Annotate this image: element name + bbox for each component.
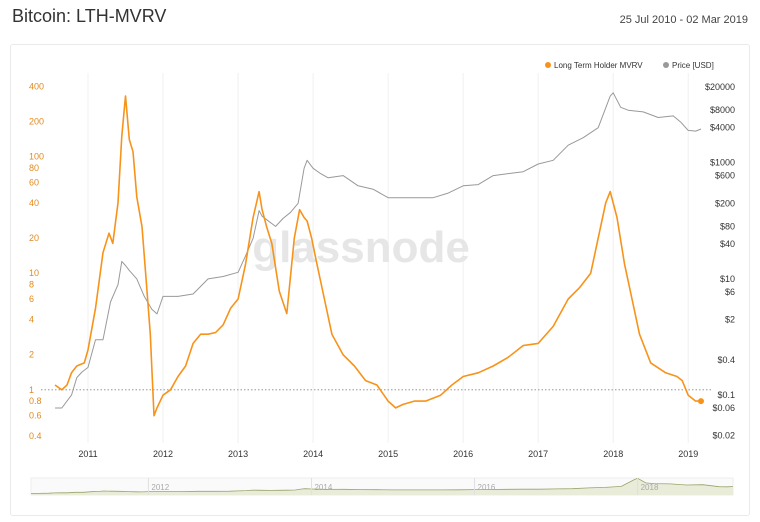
x-axis-tick-label: 2018 — [603, 449, 623, 459]
page-title: Bitcoin: LTH-MVRV — [12, 6, 167, 26]
right-axis-tick-label: $600 — [715, 171, 735, 181]
legend-dot-icon — [545, 62, 551, 68]
legend-label: Long Term Holder MVRV — [554, 61, 643, 70]
left-axis-tick-label: 200 — [29, 116, 44, 126]
navigator-year-label: 2018 — [641, 483, 659, 492]
right-axis-tick-label: $1000 — [710, 158, 735, 168]
price-series-group — [55, 92, 702, 409]
navigator-year-label: 2016 — [478, 483, 496, 492]
grid — [87, 73, 689, 443]
x-axis-tick-label: 2019 — [678, 449, 698, 459]
left-axis-tick-label: 100 — [29, 152, 44, 162]
left-axis-tick-label: 6 — [29, 294, 34, 304]
x-axis: 2011 2012 2013 2014 2015 2016 2017 2018 2019 — [78, 449, 698, 459]
right-axis-tick-label: $0.4 — [717, 355, 735, 365]
left-axis-tick-label: 400 — [29, 81, 44, 91]
left-axis-tick-label: 0.8 — [29, 396, 42, 406]
right-axis-tick-label: $0.06 — [712, 403, 735, 413]
legend-dot-icon — [663, 62, 669, 68]
left-axis-tick-label: 0.6 — [29, 411, 42, 421]
left-axis-tick-label: 10 — [29, 268, 39, 278]
left-axis-tick-label: 40 — [29, 198, 39, 208]
x-axis-tick-label: 2015 — [378, 449, 398, 459]
right-axis-tick-label: $20000 — [705, 82, 735, 92]
range-navigator[interactable]: 2012 2014 2016 2018 — [30, 477, 734, 496]
left-axis-tick-label: 0.4 — [29, 431, 42, 441]
right-axis: $0.02 $0.06 $0.1 $0.4 $2 $6 $10 $40 $80 $200 $600 $… — [705, 82, 735, 441]
right-axis-tick-label: $10 — [720, 274, 735, 284]
mvrv-line — [54, 95, 701, 417]
legend-label: Price [USD] — [672, 61, 714, 70]
left-axis-tick-label: 8 — [29, 279, 34, 289]
left-axis-tick-label: 80 — [29, 163, 39, 173]
x-axis-tick-label: 2014 — [303, 449, 323, 459]
navigator-year-label: 2014 — [314, 483, 332, 492]
navigator-year-label: 2012 — [151, 483, 169, 492]
right-axis-tick-label: $0.1 — [717, 390, 735, 400]
right-axis-tick-label: $4000 — [710, 123, 735, 133]
chart-card: glassnode 0.4 0.6 0.8 1 2 4 6 8 10 20 40 60 80 100 200… — [10, 44, 750, 516]
x-axis-tick-label: 2013 — [228, 449, 248, 459]
x-axis-tick-label: 2016 — [453, 449, 473, 459]
left-axis-tick-label: 4 — [29, 315, 34, 325]
date-range[interactable]: 25 Jul 2010 - 02 Mar 2019 — [619, 14, 748, 26]
left-axis-tick-label: 2 — [29, 350, 34, 360]
mvrv-series-group — [54, 95, 704, 417]
legend[interactable]: Long Term Holder MVRV Price [USD] — [545, 61, 714, 70]
left-axis-tick-label: 60 — [29, 177, 39, 187]
navigator-area — [31, 478, 733, 495]
right-axis-tick-label: $80 — [720, 221, 735, 231]
x-axis-tick-label: 2017 — [528, 449, 548, 459]
navigator-line — [31, 477, 734, 494]
mvrv-end-marker — [698, 398, 704, 405]
right-axis-tick-label: $2 — [725, 315, 735, 325]
left-axis-tick-label: 20 — [29, 233, 39, 243]
price-line — [55, 92, 702, 409]
right-axis-tick-label: $6 — [725, 287, 735, 297]
watermark-logo: glassnode — [252, 223, 470, 272]
left-axis-tick-label: 1 — [29, 385, 34, 395]
right-axis-tick-label: $0.02 — [712, 431, 735, 441]
x-axis-tick-label: 2011 — [78, 449, 97, 459]
right-axis-tick-label: $8000 — [710, 105, 735, 115]
right-axis-tick-label: $200 — [715, 198, 735, 208]
x-axis-tick-label: 2012 — [153, 449, 173, 459]
right-axis-tick-label: $40 — [720, 239, 735, 249]
